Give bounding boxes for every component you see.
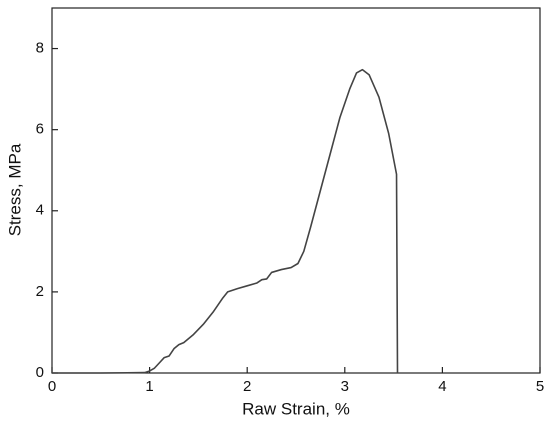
x-tick-label: 4 [438, 378, 446, 395]
x-tick-label: 2 [243, 378, 251, 395]
plot-frame [51, 7, 541, 374]
y-tick-label: 4 [36, 202, 44, 219]
x-tick-label: 1 [145, 378, 153, 395]
x-axis-label: Raw Strain, % [242, 399, 350, 418]
y-tick-label: 0 [36, 364, 44, 381]
x-tick-label: 0 [48, 378, 56, 395]
y-tick-label: 8 [36, 40, 44, 57]
y-tick-label: 6 [36, 121, 44, 138]
y-axis-label: Stress, MPa [5, 143, 24, 236]
data-line [52, 68, 399, 374]
x-tick-label: 5 [536, 378, 544, 395]
x-tick-label: 3 [341, 378, 349, 395]
y-tick-label: 2 [36, 283, 44, 300]
